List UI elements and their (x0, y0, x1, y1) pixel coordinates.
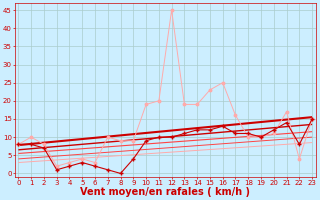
X-axis label: Vent moyen/en rafales ( km/h ): Vent moyen/en rafales ( km/h ) (80, 187, 250, 197)
